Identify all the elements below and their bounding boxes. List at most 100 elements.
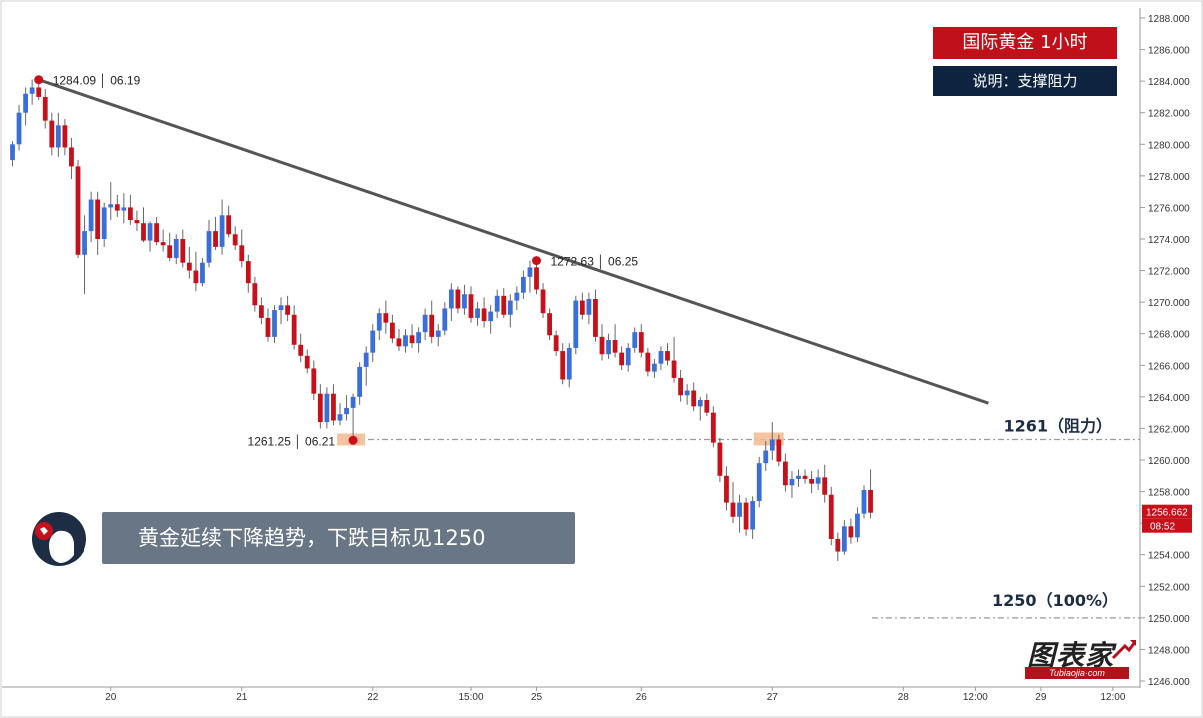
candle-body — [540, 289, 546, 314]
candle-body — [593, 298, 598, 337]
x-tick-label: 26 — [636, 692, 648, 703]
candle — [815, 469, 821, 490]
candle-body — [114, 204, 120, 211]
candle-body — [239, 245, 245, 262]
candle-body — [383, 313, 389, 323]
candle-body — [652, 363, 657, 372]
candle-body — [344, 407, 349, 415]
candle — [265, 308, 271, 342]
pivot-marker — [34, 75, 44, 85]
candle-body — [82, 231, 87, 255]
candle — [376, 308, 382, 341]
candle — [167, 232, 173, 262]
candle — [370, 324, 376, 363]
candle-body — [697, 400, 703, 407]
candle — [416, 327, 421, 353]
candle-body — [514, 292, 520, 301]
candle-body — [160, 242, 166, 246]
candle-body — [750, 501, 756, 530]
candle-body — [376, 313, 382, 331]
candle — [619, 346, 625, 371]
candle-body — [730, 502, 736, 517]
candle — [488, 305, 494, 334]
candle — [304, 349, 310, 374]
candle-body — [868, 489, 873, 513]
candle — [521, 270, 526, 299]
candle — [160, 229, 166, 252]
candle — [868, 469, 873, 519]
candle-body — [462, 294, 467, 309]
logo-arrow-icon — [1111, 640, 1137, 660]
y-tick-label: 1284.000 — [1148, 77, 1190, 88]
candle-body — [521, 276, 526, 293]
candle — [409, 324, 415, 348]
candle — [652, 358, 657, 378]
candle — [390, 314, 395, 344]
resistance-trendline — [38, 78, 989, 405]
y-tick-label: 1260.000 — [1148, 456, 1190, 467]
candle-body — [213, 231, 218, 247]
candle-body — [534, 267, 539, 290]
candle — [311, 360, 317, 401]
candle-body — [121, 207, 127, 211]
candle-body — [291, 314, 297, 345]
candle — [383, 300, 389, 334]
logo-subtext: Tubiaojia·com — [1025, 667, 1129, 679]
candle-body — [95, 199, 101, 239]
candle — [704, 393, 710, 416]
candle-body — [409, 335, 415, 344]
pivot-marker — [532, 256, 541, 266]
candle-body — [128, 207, 133, 221]
candle-body — [357, 366, 363, 397]
candle — [710, 406, 716, 448]
candle — [88, 191, 94, 243]
candle — [128, 194, 133, 225]
candle — [756, 456, 762, 508]
candle — [317, 384, 323, 429]
candle — [154, 216, 159, 246]
candle — [245, 254, 251, 293]
candle-body — [55, 125, 61, 148]
candle-body — [566, 347, 572, 380]
candle-body — [671, 360, 677, 378]
candle-body — [507, 300, 513, 315]
candle-body — [625, 347, 631, 366]
candle-body — [494, 295, 500, 312]
candle-body — [29, 87, 35, 94]
candle — [632, 327, 638, 353]
candle-body — [606, 340, 611, 355]
candle — [95, 191, 101, 255]
candle — [855, 507, 860, 543]
candle-body — [717, 442, 723, 476]
candle-body — [265, 317, 271, 337]
candle — [560, 343, 566, 385]
candle-body — [403, 335, 408, 347]
candle — [606, 333, 611, 359]
candle-body — [298, 344, 304, 356]
candle — [671, 336, 677, 383]
candle — [743, 497, 749, 536]
candle-body — [828, 494, 834, 539]
candle — [75, 160, 81, 258]
candle-body — [783, 461, 788, 486]
candle — [337, 403, 343, 426]
candle — [259, 297, 264, 325]
y-tick-label: 1270.000 — [1148, 298, 1190, 309]
y-tick-label: 1282.000 — [1148, 109, 1190, 120]
candle — [737, 494, 742, 533]
candle — [730, 482, 736, 524]
candle — [835, 532, 841, 562]
candle-body — [841, 526, 847, 552]
candle — [553, 330, 559, 356]
candle-body — [704, 400, 710, 413]
candle — [363, 346, 369, 386]
candle-body — [108, 204, 114, 208]
candle — [507, 294, 513, 328]
candle — [612, 324, 618, 358]
candle — [324, 387, 330, 429]
candle — [219, 199, 225, 255]
candle — [763, 441, 769, 472]
candle — [186, 246, 192, 279]
candle — [776, 434, 782, 467]
candle — [272, 305, 277, 344]
